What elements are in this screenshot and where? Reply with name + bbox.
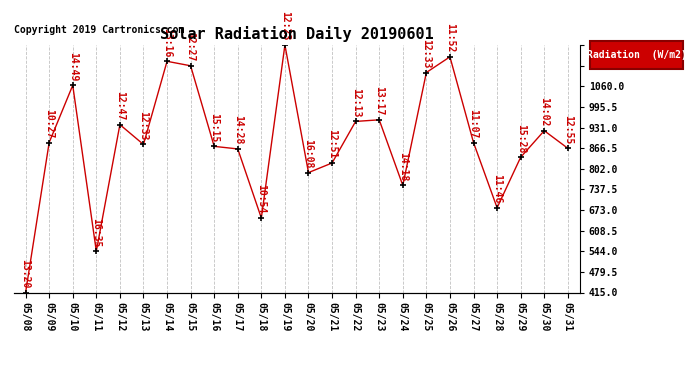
Text: 13:16: 13:16	[162, 28, 172, 57]
Text: 12:23: 12:23	[280, 12, 290, 41]
Text: 14:02: 14:02	[540, 97, 549, 126]
Text: 12:13: 12:13	[351, 88, 361, 117]
Text: 12:55: 12:55	[563, 115, 573, 144]
Title: Solar Radiation Daily 20190601: Solar Radiation Daily 20190601	[160, 27, 433, 42]
Text: Radiation  (W/m2): Radiation (W/m2)	[586, 50, 687, 60]
Text: Copyright 2019 Cartronics.com: Copyright 2019 Cartronics.com	[14, 25, 184, 35]
Text: 12:33: 12:33	[139, 111, 148, 140]
Text: 16:08: 16:08	[304, 139, 313, 168]
Text: 15:15: 15:15	[209, 113, 219, 142]
Text: 13:20: 13:20	[21, 259, 30, 288]
Text: 13:17: 13:17	[374, 86, 384, 116]
Text: 12:47: 12:47	[115, 91, 125, 120]
Text: 14:28: 14:28	[233, 116, 243, 145]
Text: 15:28: 15:28	[515, 124, 526, 153]
Text: 12:51: 12:51	[327, 129, 337, 159]
Text: 11:46: 11:46	[492, 174, 502, 204]
Text: 11:52: 11:52	[445, 23, 455, 52]
Text: 10:27: 10:27	[44, 109, 54, 138]
Text: 14:18: 14:18	[398, 152, 408, 181]
Text: 10:54: 10:54	[257, 184, 266, 214]
Text: 12:27: 12:27	[186, 32, 195, 62]
Text: 14:49: 14:49	[68, 52, 78, 81]
Text: 16:35: 16:35	[91, 218, 101, 247]
Text: 12:33: 12:33	[422, 39, 431, 68]
Text: 11:07: 11:07	[469, 109, 478, 138]
